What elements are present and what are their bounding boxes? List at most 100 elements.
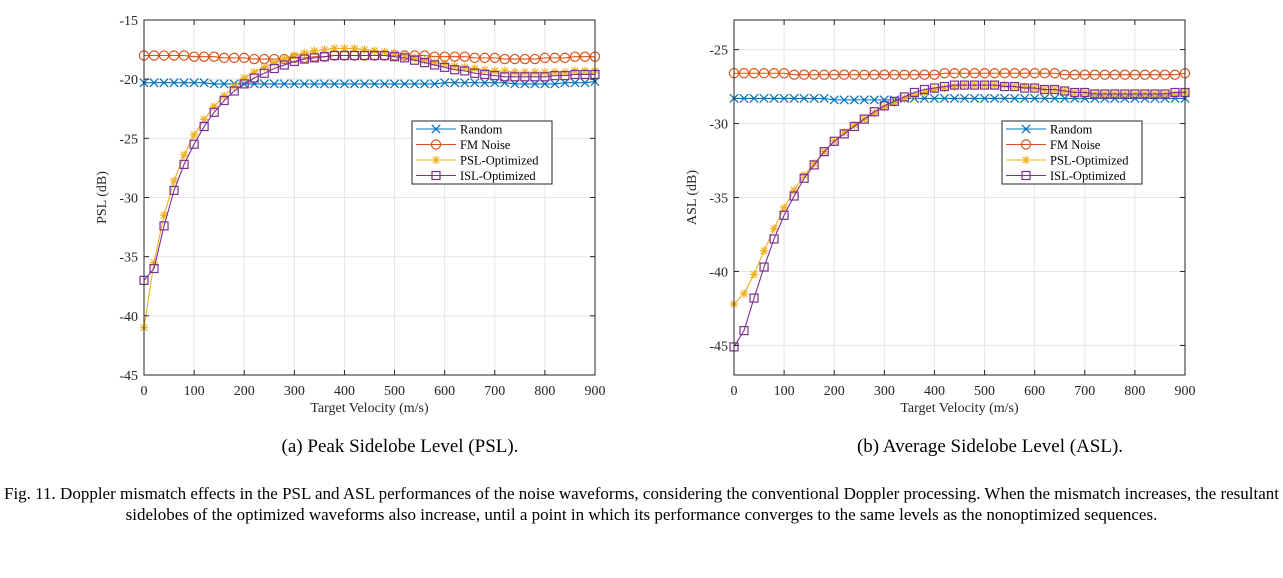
data-point — [240, 73, 249, 83]
data-point — [560, 71, 570, 81]
series-random — [729, 93, 1190, 105]
data-point — [989, 80, 1000, 90]
data-point — [1110, 89, 1120, 99]
x-tick-label: 300 — [874, 384, 895, 399]
data-point — [208, 51, 220, 62]
data-point — [179, 78, 189, 88]
x-tick-label: 500 — [974, 384, 995, 399]
data-point — [1030, 93, 1040, 104]
data-point — [1069, 69, 1080, 80]
data-point — [808, 69, 820, 80]
data-point — [1039, 68, 1050, 79]
legend-marker — [1021, 155, 1031, 165]
data-point — [580, 78, 590, 88]
data-point — [199, 121, 209, 132]
data-point — [499, 53, 510, 65]
data-point — [169, 78, 179, 88]
data-point — [199, 78, 209, 88]
data-point — [470, 64, 479, 73]
data-point — [440, 78, 450, 88]
legend-label: PSL-Optimized — [1050, 154, 1129, 168]
data-point — [989, 68, 1000, 79]
series-line — [733, 84, 1185, 348]
data-point — [179, 159, 189, 169]
data-point — [1170, 89, 1180, 99]
data-point — [540, 67, 550, 77]
data-point — [759, 246, 769, 255]
data-point — [829, 95, 839, 105]
data-point — [399, 79, 410, 89]
data-point — [969, 68, 980, 79]
data-point — [849, 69, 860, 80]
data-point — [209, 107, 219, 117]
data-point — [490, 66, 499, 76]
data-point — [759, 93, 769, 104]
data-point — [1050, 84, 1060, 95]
data-point — [788, 69, 800, 80]
data-point — [168, 50, 180, 61]
data-point — [540, 72, 550, 82]
x-tick-label: 0 — [731, 384, 738, 399]
data-point — [1040, 84, 1050, 95]
x-tick-label: 400 — [924, 384, 945, 399]
chart-psl: 0 100 200 300 400 500 600 700 800 900 -45 -40 -35 -30… — [95, 14, 606, 416]
legend-box — [411, 120, 553, 185]
legend-label: Random — [460, 123, 503, 137]
data-point — [739, 326, 749, 336]
data-point — [569, 51, 581, 62]
data-point — [1150, 89, 1160, 99]
data-point — [979, 80, 990, 90]
legend-item: FM Noise — [1006, 138, 1101, 152]
x-tick-label: 800 — [1124, 384, 1145, 399]
data-point — [329, 79, 340, 89]
data-point — [1090, 89, 1100, 99]
data-point — [370, 46, 379, 55]
data-point — [309, 53, 319, 63]
data-point — [189, 139, 199, 149]
data-point — [1019, 68, 1030, 79]
data-point — [839, 69, 850, 80]
series-line — [143, 47, 595, 328]
y-tick-label: -25 — [119, 132, 138, 147]
legend-marker — [430, 139, 442, 150]
data-point — [899, 92, 909, 102]
data-point — [769, 224, 779, 233]
data-point — [1130, 89, 1140, 99]
data-point — [1020, 83, 1030, 93]
data-point — [579, 51, 591, 62]
data-point — [470, 68, 480, 78]
x-tick-label: 700 — [1074, 384, 1095, 399]
data-point — [809, 159, 819, 168]
data-point — [739, 93, 749, 104]
x-tick-label: 900 — [1175, 384, 1196, 399]
data-point — [480, 78, 490, 88]
data-point — [189, 130, 199, 139]
data-point — [1100, 89, 1110, 99]
data-point — [299, 54, 309, 64]
data-point — [310, 46, 319, 55]
data-point — [400, 51, 409, 60]
legend-item: PSL-Optimized — [1006, 154, 1129, 168]
data-point — [530, 67, 540, 77]
data-point — [799, 171, 809, 180]
data-point — [410, 53, 419, 63]
data-point — [779, 203, 789, 213]
y-axis-label: ASL (dB) — [685, 170, 700, 225]
data-point — [849, 95, 859, 105]
data-point — [739, 289, 749, 298]
y-tick-label: -45 — [709, 339, 728, 354]
data-point — [859, 114, 869, 124]
data-point — [260, 63, 269, 72]
legend-item: Random — [1006, 123, 1093, 137]
data-point — [929, 83, 940, 93]
x-tick-label: 700 — [484, 384, 505, 399]
data-point — [920, 88, 929, 97]
x-tick-label: 100 — [184, 384, 205, 399]
data-point — [1169, 69, 1181, 80]
x-tick-label: 800 — [534, 384, 555, 399]
data-point — [1029, 68, 1040, 79]
data-point — [909, 87, 920, 98]
data-point — [850, 120, 859, 130]
data-point — [339, 50, 350, 61]
